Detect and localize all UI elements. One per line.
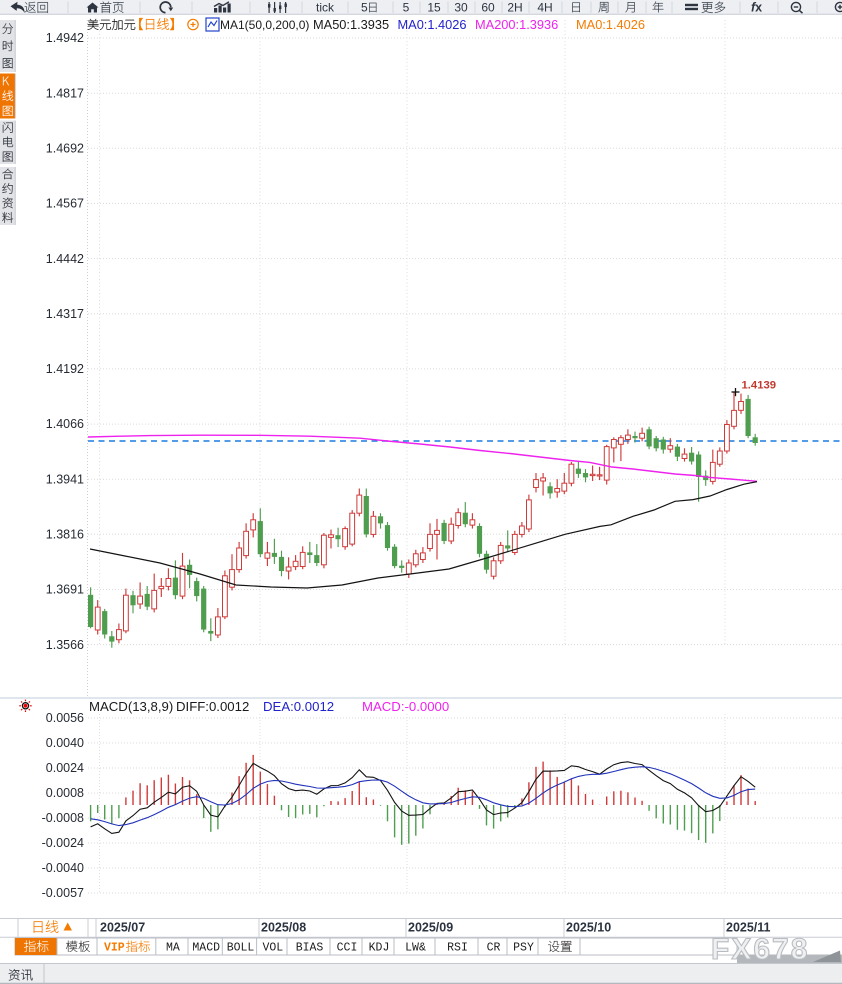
svg-text:fx: fx: [751, 1, 762, 15]
svg-text:1.4139: 1.4139: [742, 380, 777, 392]
svg-text:2025/08: 2025/08: [261, 921, 306, 935]
svg-text:2025/07: 2025/07: [100, 921, 145, 935]
svg-text:DEA:0.0012: DEA:0.0012: [263, 699, 334, 714]
svg-text:MACD: MACD: [192, 942, 220, 955]
svg-text:30: 30: [454, 1, 468, 15]
svg-text:CCI: CCI: [337, 942, 358, 955]
svg-text:0.0024: 0.0024: [46, 761, 84, 775]
svg-text:VIP: VIP: [104, 942, 125, 955]
svg-text:DIFF:0.0012: DIFF:0.0012: [176, 699, 249, 714]
svg-text:LW&: LW&: [405, 942, 426, 955]
svg-text:1.4817: 1.4817: [46, 86, 84, 100]
svg-text:4H: 4H: [537, 1, 552, 15]
svg-text:1.4942: 1.4942: [46, 31, 84, 45]
svg-text:1.3816: 1.3816: [46, 528, 84, 542]
svg-text:MA0:1.4026: MA0:1.4026: [398, 17, 467, 32]
svg-text:1.4442: 1.4442: [46, 252, 84, 266]
svg-text:60: 60: [481, 1, 495, 15]
svg-text:1.4192: 1.4192: [46, 362, 84, 376]
svg-text:CR: CR: [487, 942, 501, 955]
svg-text:1.4692: 1.4692: [46, 142, 84, 156]
svg-text:KDJ: KDJ: [369, 942, 390, 955]
svg-text:BIAS: BIAS: [296, 942, 324, 955]
svg-text:1.4567: 1.4567: [46, 197, 84, 211]
svg-text:PSY: PSY: [513, 942, 534, 955]
svg-text:1.3941: 1.3941: [46, 472, 84, 486]
svg-text:0.0040: 0.0040: [46, 736, 84, 750]
svg-text:-0.0008: -0.0008: [42, 811, 84, 825]
svg-text:tick: tick: [316, 1, 335, 15]
svg-text:2025/10: 2025/10: [566, 921, 611, 935]
svg-text:MA0:1.4026: MA0:1.4026: [576, 17, 645, 32]
svg-text:15: 15: [427, 1, 441, 15]
svg-text:-0.0040: -0.0040: [42, 861, 84, 875]
svg-text:5: 5: [403, 1, 410, 15]
svg-text:0.0008: 0.0008: [46, 786, 84, 800]
svg-text:-0.0057: -0.0057: [42, 886, 84, 900]
svg-text:MA200:1.3936: MA200:1.3936: [475, 17, 558, 32]
svg-text:2H: 2H: [507, 1, 522, 15]
svg-text:MACD:-0.0000: MACD:-0.0000: [362, 699, 449, 714]
svg-text:0.0056: 0.0056: [46, 711, 84, 725]
svg-text:MA: MA: [166, 942, 180, 955]
svg-text:MACD(13,8,9): MACD(13,8,9): [89, 699, 173, 714]
svg-text:1.3691: 1.3691: [46, 583, 84, 597]
svg-text:-0.0024: -0.0024: [42, 836, 84, 850]
svg-text:5: 5: [361, 1, 368, 15]
svg-text:MA50:1.3935: MA50:1.3935: [313, 17, 389, 32]
svg-text:2025/11: 2025/11: [726, 921, 771, 935]
svg-text:1.4066: 1.4066: [46, 417, 84, 431]
svg-text:RSI: RSI: [447, 942, 468, 955]
svg-text:VOL: VOL: [262, 942, 283, 955]
svg-text:2025/09: 2025/09: [408, 921, 453, 935]
svg-text:BOLL: BOLL: [227, 942, 255, 955]
svg-text:FX678: FX678: [711, 933, 809, 966]
svg-text:1.4317: 1.4317: [46, 307, 84, 321]
svg-text:1.3566: 1.3566: [46, 638, 84, 652]
svg-text:MA1(50,0,200,0): MA1(50,0,200,0): [220, 18, 309, 32]
